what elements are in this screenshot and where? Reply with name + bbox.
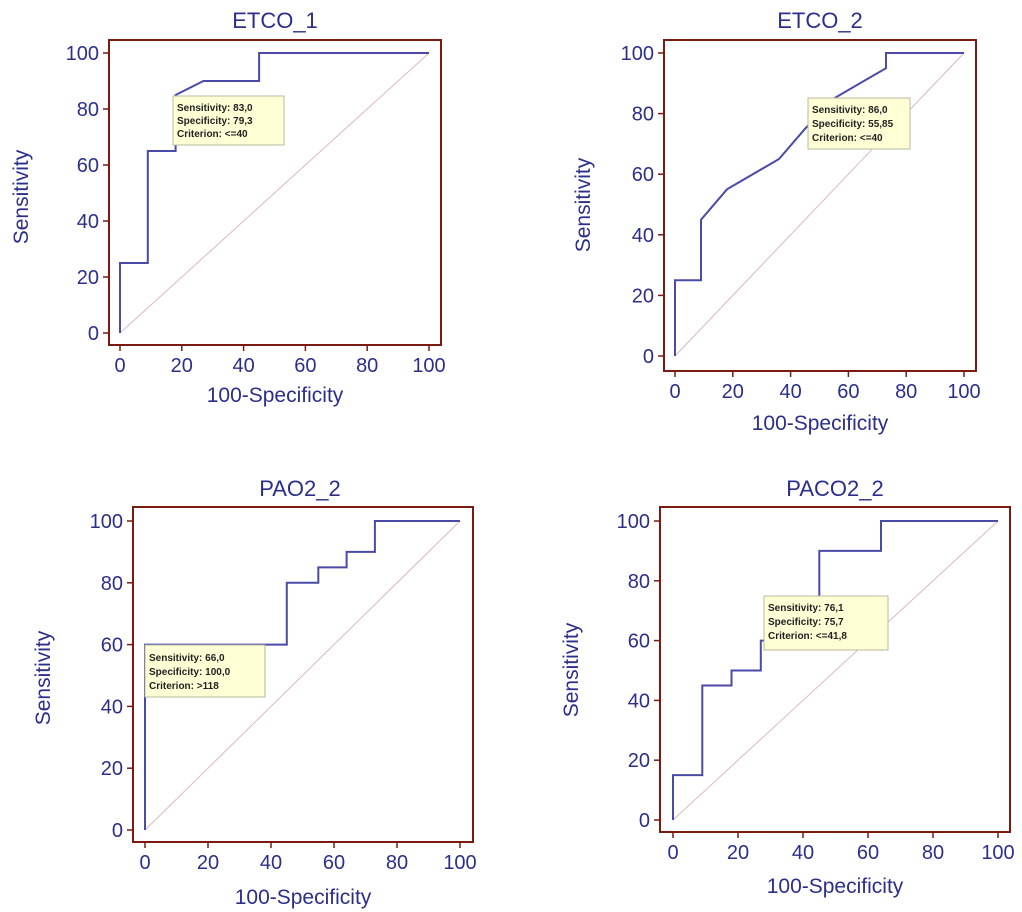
x-tick-label: 80 xyxy=(895,381,917,403)
criterion-annotation: Sensitivity: 76,1 Specificity: 75,7 Crit… xyxy=(763,595,889,651)
y-axis-label: Sensitivity xyxy=(560,622,583,717)
y-tick-label: 100 xyxy=(621,43,654,65)
annotation-criterion: Criterion: >118 xyxy=(149,681,219,692)
annotation-specificity: Specificity: 75,7 xyxy=(768,617,844,628)
x-tick-label: 80 xyxy=(922,842,944,864)
y-tick-label: 80 xyxy=(101,573,123,595)
x-tick-label: 0 xyxy=(114,355,125,377)
y-tick-label: 20 xyxy=(632,285,654,307)
annotation-box xyxy=(807,97,911,150)
roc-curve xyxy=(672,520,998,820)
y-tick-label: 40 xyxy=(77,211,99,233)
reference-diagonal xyxy=(144,520,461,831)
x-tick-label: 20 xyxy=(722,381,744,403)
y-tick-label: 40 xyxy=(628,690,650,712)
x-tick-label: 100 xyxy=(947,381,980,403)
x-tick-label: 60 xyxy=(837,381,859,403)
annotation-criterion: Criterion: <=40 xyxy=(812,133,883,144)
y-tick-label: 60 xyxy=(77,155,99,177)
y-tick-label: 0 xyxy=(643,346,654,368)
x-tick-label: 60 xyxy=(323,852,345,874)
y-tick-label: 0 xyxy=(639,810,650,832)
chart-panel-paco2-2: PACO2_2 Sensitivity 100-Specificity 0 20 4… xyxy=(560,476,1015,898)
x-tick-label: 100 xyxy=(443,852,476,874)
y-tick-label: 0 xyxy=(88,323,99,345)
x-tick-label: 40 xyxy=(792,842,814,864)
axis-ticks: 0 20 40 60 80 100 0 20 40 60 80 100 xyxy=(66,43,446,377)
x-axis-label: 100-Specificity xyxy=(235,886,372,909)
chart-title: PAO2_2 xyxy=(259,476,341,501)
chart-title: ETCO_1 xyxy=(232,8,318,33)
x-tick-label: 100 xyxy=(412,355,445,377)
x-tick-label: 20 xyxy=(171,355,193,377)
roc-curve xyxy=(674,52,964,356)
reference-diagonal xyxy=(674,52,965,357)
chart-panel-etco-1: ETCO_1 Sensitivity 100-Specificity 0 20 40… xyxy=(10,8,446,407)
y-tick-label: 100 xyxy=(66,43,99,65)
y-tick-label: 100 xyxy=(90,511,123,533)
criterion-annotation: Sensitivity: 86,0 Specificity: 55,85 Cri… xyxy=(807,97,911,150)
annotation-sensitivity: Sensitivity: 83,0 xyxy=(177,103,253,114)
criterion-annotation: Sensitivity: 66,0 Specificity: 100,0 Cri… xyxy=(144,644,266,698)
annotation-box xyxy=(763,595,889,651)
y-tick-label: 0 xyxy=(112,820,123,842)
y-tick-label: 60 xyxy=(632,164,654,186)
annotation-specificity: Specificity: 55,85 xyxy=(812,119,894,130)
x-tick-label: 20 xyxy=(727,842,749,864)
y-tick-label: 20 xyxy=(77,267,99,289)
x-tick-label: 0 xyxy=(139,852,150,874)
reference-diagonal xyxy=(119,52,430,334)
x-axis-label: 100-Specificity xyxy=(752,412,889,435)
plot-frame xyxy=(659,506,1011,833)
y-tick-label: 100 xyxy=(617,511,650,533)
y-tick-label: 40 xyxy=(632,225,654,247)
y-tick-label: 60 xyxy=(628,631,650,653)
chart-panel-etco-2: ETCO_2 Sensitivity 100-Specificity 0 20 40… xyxy=(572,8,981,435)
annotation-sensitivity: Sensitivity: 66,0 xyxy=(149,653,225,664)
x-tick-label: 80 xyxy=(356,355,378,377)
x-tick-label: 60 xyxy=(294,355,316,377)
annotation-box xyxy=(172,95,285,146)
annotation-specificity: Specificity: 100,0 xyxy=(149,667,231,678)
x-tick-label: 40 xyxy=(779,381,801,403)
y-tick-label: 80 xyxy=(632,104,654,126)
x-tick-label: 0 xyxy=(667,842,678,864)
y-tick-label: 20 xyxy=(628,750,650,772)
annotation-sensitivity: Sensitivity: 76,1 xyxy=(768,603,844,614)
y-axis-label: Sensitivity xyxy=(10,149,33,244)
chart-panel-pao2-2: PAO2_2 Sensitivity 100-Specificity 0 20 40… xyxy=(32,476,477,909)
y-axis-label: Sensitivity xyxy=(572,157,595,252)
x-tick-label: 80 xyxy=(386,852,408,874)
y-tick-label: 20 xyxy=(101,758,123,780)
x-axis-label: 100-Specificity xyxy=(767,875,904,898)
axis-ticks: 0 20 40 60 80 100 0 20 40 60 80 100 xyxy=(617,511,1015,864)
y-tick-label: 80 xyxy=(77,99,99,121)
annotation-sensitivity: Sensitivity: 86,0 xyxy=(812,105,888,116)
y-axis-label: Sensitivity xyxy=(32,630,55,725)
y-tick-label: 40 xyxy=(101,696,123,718)
x-tick-label: 0 xyxy=(669,381,680,403)
x-tick-label: 60 xyxy=(857,842,879,864)
criterion-annotation: Sensitivity: 83,0 Specificity: 79,3 Crit… xyxy=(172,95,285,146)
chart-title: PACO2_2 xyxy=(786,476,883,501)
axis-ticks: 0 20 40 60 80 100 0 20 40 60 80 100 xyxy=(90,511,477,874)
y-tick-label: 80 xyxy=(628,571,650,593)
annotation-specificity: Specificity: 79,3 xyxy=(177,116,253,127)
annotation-criterion: Criterion: <=40 xyxy=(177,129,248,140)
x-tick-label: 20 xyxy=(197,852,219,874)
chart-title: ETCO_2 xyxy=(777,8,863,33)
x-tick-label: 40 xyxy=(232,355,254,377)
annotation-box xyxy=(144,644,266,698)
x-axis-label: 100-Specificity xyxy=(207,384,344,407)
reference-diagonal xyxy=(672,520,999,821)
annotation-criterion: Criterion: <=41,8 xyxy=(768,631,847,642)
x-tick-label: 100 xyxy=(981,842,1014,864)
axis-ticks: 0 20 40 60 80 100 0 20 40 60 80 100 xyxy=(621,43,981,403)
y-tick-label: 60 xyxy=(101,635,123,657)
x-tick-label: 40 xyxy=(260,852,282,874)
